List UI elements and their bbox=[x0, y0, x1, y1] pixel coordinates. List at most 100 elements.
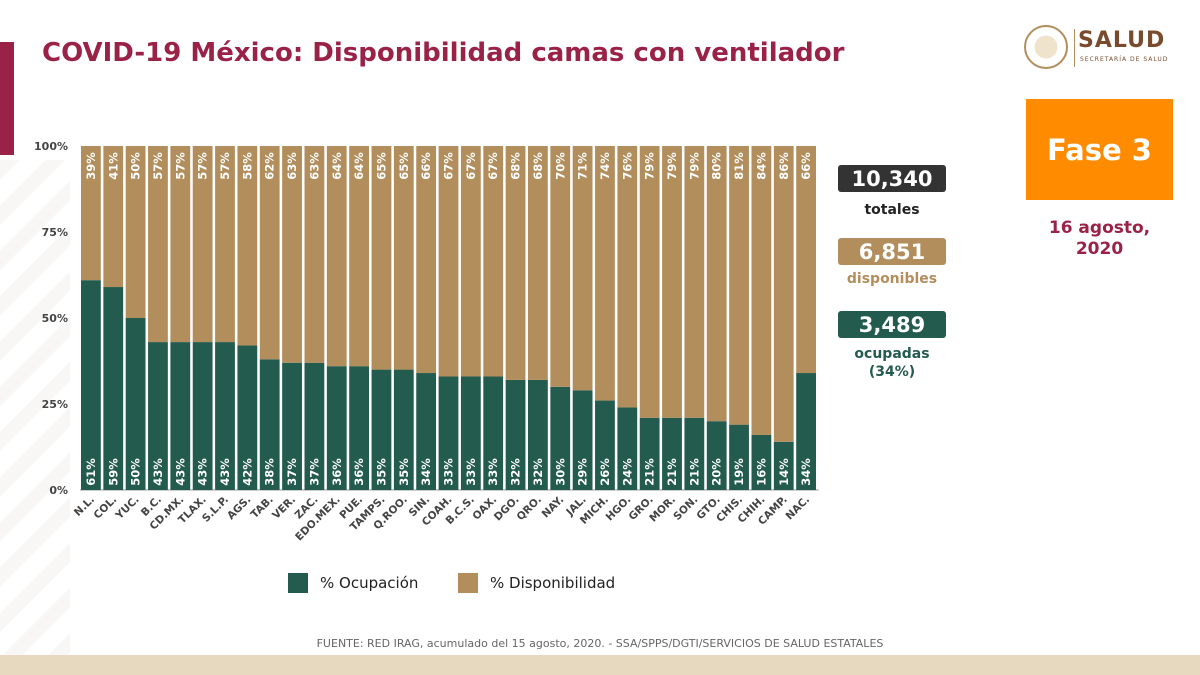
bar-occupation bbox=[505, 379, 526, 490]
x-tick-label: YUC. bbox=[113, 494, 142, 523]
bar-occupation bbox=[170, 342, 191, 490]
data-label-availability: 63% bbox=[285, 152, 299, 180]
bar-occupation bbox=[706, 421, 727, 490]
bar-occupation bbox=[438, 376, 459, 490]
bar-availability bbox=[796, 146, 816, 374]
data-label-occupation: 21% bbox=[643, 458, 657, 486]
data-label-availability: 68% bbox=[531, 152, 545, 180]
source-note: FUENTE: RED IRAG, acumulado del 15 agost… bbox=[316, 637, 884, 650]
data-label-availability: 64% bbox=[352, 152, 366, 180]
data-label-occupation: 50% bbox=[129, 458, 143, 486]
data-label-occupation: 35% bbox=[374, 458, 388, 486]
x-tick-label: TAB. bbox=[249, 494, 276, 521]
bar-availability bbox=[729, 146, 749, 425]
data-label-occupation: 34% bbox=[419, 458, 433, 486]
bar-availability bbox=[572, 146, 593, 391]
bar-availability bbox=[259, 146, 280, 360]
data-label-occupation: 24% bbox=[620, 458, 634, 486]
data-label-availability: 67% bbox=[486, 152, 500, 180]
data-label-availability: 57% bbox=[151, 152, 165, 180]
bar-availability bbox=[371, 146, 392, 370]
data-label-occupation: 32% bbox=[531, 458, 545, 486]
legend-swatch-availability bbox=[458, 573, 478, 593]
data-label-availability: 65% bbox=[397, 152, 411, 180]
data-label-availability: 63% bbox=[307, 152, 321, 180]
data-label-availability: 84% bbox=[754, 152, 768, 180]
decorative-pattern bbox=[0, 160, 70, 660]
bottom-band bbox=[0, 655, 1200, 675]
bar-availability bbox=[349, 146, 369, 367]
data-label-availability: 80% bbox=[710, 152, 724, 180]
x-tick-label: COL. bbox=[92, 494, 120, 522]
data-label-availability: 67% bbox=[442, 152, 456, 180]
data-label-availability: 41% bbox=[106, 152, 120, 180]
bar-occupation bbox=[773, 441, 794, 490]
total-beds-value: 10,340 bbox=[838, 165, 946, 192]
data-label-occupation: 43% bbox=[151, 458, 165, 486]
bar-availability bbox=[639, 146, 660, 418]
bar-occupation bbox=[304, 362, 325, 490]
data-label-availability: 39% bbox=[84, 152, 98, 180]
data-label-availability: 70% bbox=[553, 152, 567, 180]
bar-occupation bbox=[416, 373, 437, 490]
x-tick-label: HGO. bbox=[604, 494, 634, 524]
bar-availability bbox=[617, 146, 638, 408]
bar-occupation bbox=[751, 434, 772, 490]
data-label-availability: 57% bbox=[196, 152, 210, 180]
data-label-availability: 81% bbox=[732, 152, 746, 180]
data-label-availability: 79% bbox=[643, 152, 657, 180]
bar-occupation bbox=[528, 379, 548, 490]
salud-logo: SALUD SECRETARÍA DE SALUD bbox=[1024, 25, 1176, 75]
bar-availability bbox=[282, 146, 302, 363]
bar-occupation bbox=[215, 342, 235, 490]
bar-occupation bbox=[192, 342, 213, 490]
bar-occupation bbox=[349, 366, 369, 490]
bar-availability bbox=[304, 146, 325, 363]
bar-availability bbox=[662, 146, 682, 418]
available-beds-label: disponibles bbox=[828, 270, 956, 288]
logo-name: SALUD bbox=[1078, 28, 1166, 53]
data-label-occupation: 33% bbox=[464, 458, 478, 486]
data-label-occupation: 14% bbox=[777, 458, 791, 486]
data-label-occupation: 61% bbox=[84, 458, 98, 486]
data-label-availability: 76% bbox=[620, 152, 634, 180]
data-label-availability: 50% bbox=[129, 152, 143, 180]
data-label-availability: 71% bbox=[576, 152, 590, 180]
data-label-occupation: 33% bbox=[442, 458, 456, 486]
bar-availability bbox=[483, 146, 504, 377]
date-line-2: 2020 bbox=[1075, 239, 1124, 259]
accent-bar bbox=[0, 42, 14, 155]
bar-availability bbox=[81, 146, 101, 281]
bar-occupation bbox=[148, 342, 168, 490]
bar-availability bbox=[751, 146, 772, 435]
x-tick-label: AGS. bbox=[225, 494, 253, 522]
bar-occupation bbox=[662, 417, 682, 490]
bar-occupation bbox=[729, 424, 749, 490]
data-label-occupation: 20% bbox=[710, 458, 724, 486]
data-label-availability: 64% bbox=[330, 152, 344, 180]
data-label-occupation: 33% bbox=[486, 458, 500, 486]
bar-occupation bbox=[237, 345, 258, 490]
bar-availability bbox=[215, 146, 235, 343]
stacked-bar-chart: 0%25%50%75%100%61%39%N.L.59%41%COL.50%50… bbox=[34, 140, 819, 543]
occupied-label-text: ocupadas bbox=[854, 346, 930, 362]
bar-availability bbox=[550, 146, 571, 387]
data-label-availability: 79% bbox=[665, 152, 679, 180]
data-label-occupation: 42% bbox=[240, 458, 254, 486]
data-label-availability: 68% bbox=[509, 152, 523, 180]
bar-availability bbox=[438, 146, 459, 377]
bar-occupation bbox=[617, 407, 638, 490]
legend-item-occupation: % Ocupación bbox=[288, 572, 418, 594]
bar-occupation bbox=[460, 376, 481, 490]
bar-occupation bbox=[796, 373, 816, 490]
data-label-availability: 65% bbox=[374, 152, 388, 180]
y-tick-label: 100% bbox=[34, 140, 68, 153]
bar-occupation bbox=[572, 390, 593, 490]
seal-icon bbox=[1024, 25, 1068, 69]
occupied-percent: (34%) bbox=[868, 364, 916, 380]
data-label-occupation: 26% bbox=[598, 458, 612, 486]
bar-availability bbox=[103, 146, 124, 288]
bar-occupation bbox=[259, 359, 280, 490]
y-tick-label: 75% bbox=[42, 226, 68, 239]
data-label-occupation: 43% bbox=[173, 458, 187, 486]
